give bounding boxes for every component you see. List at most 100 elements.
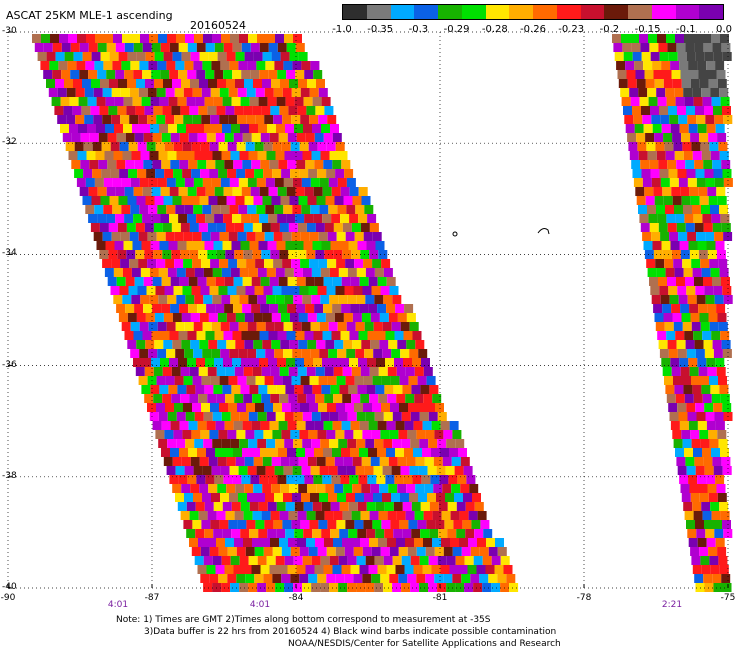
swath-cell bbox=[232, 475, 242, 484]
swath-cell bbox=[620, 88, 630, 97]
longitude-label: -87 bbox=[144, 593, 160, 603]
swath-cell bbox=[675, 97, 685, 106]
swath-cell bbox=[658, 277, 667, 286]
colorbar-segment bbox=[461, 5, 486, 19]
swath-cell bbox=[401, 556, 411, 565]
swath-cell bbox=[88, 214, 98, 223]
swath-cell bbox=[160, 70, 170, 79]
swath-cell bbox=[709, 322, 719, 331]
swath-cell bbox=[248, 412, 258, 421]
swath-cell bbox=[223, 214, 233, 223]
swath-cell bbox=[704, 466, 714, 475]
swath-cell bbox=[459, 538, 468, 547]
swath-cell bbox=[173, 169, 183, 178]
swath-cell bbox=[427, 466, 437, 475]
swath-cell bbox=[702, 214, 712, 223]
swath-cell bbox=[357, 529, 367, 538]
swath-cell bbox=[215, 565, 225, 574]
swath-cell bbox=[178, 70, 188, 79]
swath-cell bbox=[479, 574, 489, 583]
swath-cell bbox=[331, 214, 341, 223]
swath-cell bbox=[214, 214, 224, 223]
swath-cell bbox=[627, 79, 637, 88]
colorbar-tick-label: -0.23 bbox=[558, 24, 585, 35]
swath-cell bbox=[225, 367, 235, 376]
swath-cell bbox=[335, 574, 345, 583]
swath-cell bbox=[230, 439, 240, 448]
swath-cell bbox=[308, 286, 318, 295]
swath-cell bbox=[134, 133, 144, 142]
swath-cell bbox=[72, 106, 82, 115]
swath-cell bbox=[300, 88, 310, 97]
swath-cell bbox=[657, 97, 667, 106]
swath-cell bbox=[311, 295, 321, 304]
swath-cell bbox=[306, 367, 316, 376]
swath-cell bbox=[211, 61, 221, 70]
swath-cell bbox=[377, 421, 387, 430]
swath-cell bbox=[144, 394, 154, 403]
swath-cell bbox=[412, 475, 422, 484]
swath-cell bbox=[116, 277, 126, 286]
swath-cell bbox=[404, 304, 414, 313]
swath-cell bbox=[209, 142, 219, 151]
swath-cell bbox=[96, 241, 106, 250]
swath-cell bbox=[247, 178, 257, 187]
swath-cell bbox=[681, 79, 691, 88]
swath-cell bbox=[372, 520, 382, 529]
swath-cell bbox=[680, 70, 690, 79]
swath-cell bbox=[91, 52, 101, 61]
swath-cell bbox=[717, 196, 727, 205]
swath-cell bbox=[691, 259, 701, 268]
swath-cell bbox=[702, 394, 712, 403]
swath-cell bbox=[329, 412, 339, 421]
swath-cell bbox=[233, 421, 243, 430]
swath-cell bbox=[219, 520, 229, 529]
swath-cell bbox=[139, 322, 149, 331]
swath-cell bbox=[126, 250, 136, 259]
swath-cell bbox=[131, 295, 141, 304]
swath-cell bbox=[497, 574, 507, 583]
swath-cell bbox=[80, 160, 90, 169]
swath-cell bbox=[192, 403, 201, 412]
swath-cell bbox=[291, 403, 300, 412]
swath-cell bbox=[685, 457, 695, 466]
swath-cell bbox=[69, 124, 78, 133]
swath-cell bbox=[295, 214, 305, 223]
swath-cell bbox=[700, 376, 709, 385]
swath-cell bbox=[118, 313, 128, 322]
swath-cell bbox=[175, 493, 184, 502]
swath-cell bbox=[323, 133, 333, 142]
swath-cell bbox=[273, 232, 283, 241]
swath-cell bbox=[234, 394, 244, 403]
swath-cell bbox=[135, 250, 145, 259]
swath-cell bbox=[338, 556, 348, 565]
swath-cell bbox=[308, 430, 318, 439]
swath-cell bbox=[718, 322, 728, 331]
swath-cell bbox=[245, 142, 255, 151]
swath-cell bbox=[654, 313, 664, 322]
swath-cell bbox=[711, 34, 720, 43]
swath-cell bbox=[187, 214, 197, 223]
swath-cell bbox=[144, 367, 154, 376]
swath-cell bbox=[704, 106, 713, 115]
swath-cell bbox=[264, 232, 274, 241]
swath-cell bbox=[366, 241, 376, 250]
swath-cell bbox=[197, 421, 207, 430]
swath-cell bbox=[636, 196, 646, 205]
swath-cell bbox=[617, 70, 627, 79]
swath-cell bbox=[722, 169, 732, 178]
swath-cell bbox=[338, 268, 348, 277]
swath-cell bbox=[301, 205, 311, 214]
swath-cell bbox=[170, 421, 180, 430]
longitude-label: -78 bbox=[576, 593, 592, 603]
swath-cell bbox=[181, 52, 191, 61]
swath-cell bbox=[160, 214, 170, 223]
swath-cell bbox=[712, 277, 721, 286]
swath-cell bbox=[361, 196, 371, 205]
swath-cell bbox=[373, 349, 383, 358]
swath-cell bbox=[477, 538, 486, 547]
swath-cell bbox=[156, 376, 166, 385]
swath-cell bbox=[187, 43, 197, 52]
swath-cell bbox=[697, 124, 707, 133]
swath-cell bbox=[228, 520, 238, 529]
